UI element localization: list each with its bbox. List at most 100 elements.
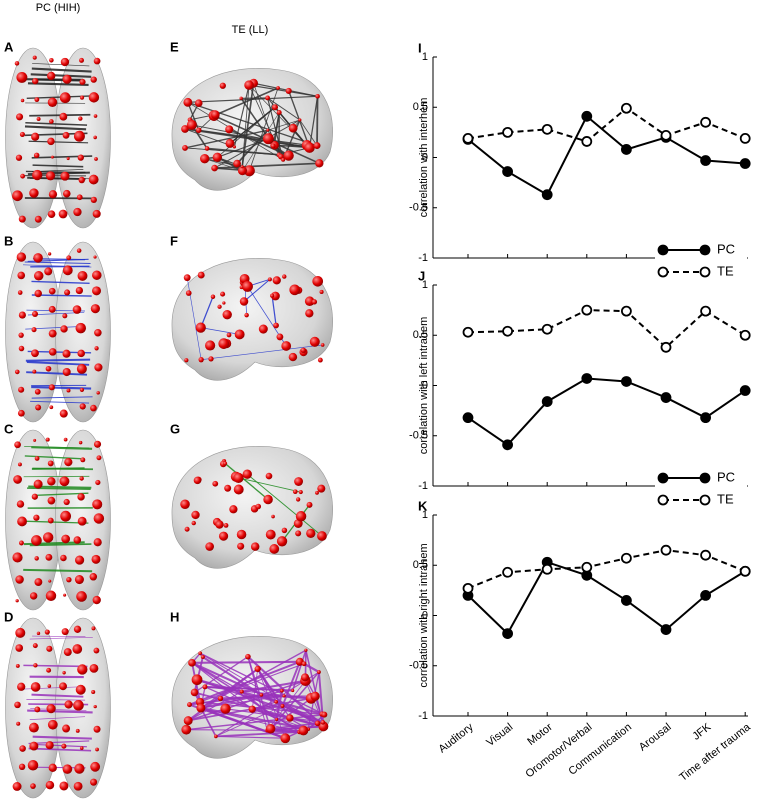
node xyxy=(320,720,326,725)
node xyxy=(13,475,22,484)
node xyxy=(223,523,229,528)
node xyxy=(195,322,206,333)
node xyxy=(73,781,83,791)
connection xyxy=(187,691,243,722)
node xyxy=(281,527,288,534)
node xyxy=(263,494,273,505)
node xyxy=(93,704,97,709)
node xyxy=(239,297,249,306)
y-tick-label: -1 xyxy=(418,710,428,722)
node xyxy=(285,87,292,94)
chart-letter: J xyxy=(418,268,425,283)
connection xyxy=(247,656,268,731)
node xyxy=(280,704,285,708)
connection xyxy=(26,371,88,376)
connection xyxy=(252,708,309,730)
node xyxy=(212,152,223,162)
point xyxy=(621,552,632,564)
node xyxy=(304,296,315,307)
node xyxy=(291,688,295,693)
node xyxy=(89,573,98,581)
node xyxy=(63,593,67,597)
node xyxy=(18,386,25,393)
node xyxy=(47,517,54,524)
connection xyxy=(31,693,84,698)
node xyxy=(92,595,101,605)
node xyxy=(245,653,251,660)
legend-marker xyxy=(699,244,711,256)
node xyxy=(292,489,298,495)
node xyxy=(90,404,97,412)
node xyxy=(45,437,50,442)
connection xyxy=(23,264,92,268)
node xyxy=(281,157,286,162)
node xyxy=(274,700,279,704)
point xyxy=(660,341,672,353)
node xyxy=(258,324,268,334)
point xyxy=(462,326,474,338)
point xyxy=(462,412,474,424)
node xyxy=(215,520,224,529)
point xyxy=(502,628,514,639)
node xyxy=(79,95,85,100)
node xyxy=(79,403,86,410)
node xyxy=(45,590,57,601)
node xyxy=(233,159,241,168)
node xyxy=(272,276,281,285)
connection xyxy=(261,680,306,696)
node xyxy=(79,387,85,393)
connection xyxy=(24,125,87,131)
brain-side xyxy=(171,258,333,381)
node xyxy=(218,531,229,541)
node xyxy=(222,301,226,305)
connection xyxy=(30,73,92,78)
node xyxy=(58,209,68,219)
point xyxy=(581,304,593,316)
node xyxy=(197,271,205,279)
node xyxy=(306,501,313,508)
node xyxy=(93,135,97,140)
node xyxy=(36,631,41,636)
connection xyxy=(215,735,286,739)
node xyxy=(222,309,232,320)
node xyxy=(31,535,42,546)
node xyxy=(62,313,68,319)
node xyxy=(75,728,80,733)
node xyxy=(49,57,54,63)
node xyxy=(33,514,40,521)
point xyxy=(621,376,632,387)
node xyxy=(66,577,72,583)
node xyxy=(60,510,72,522)
node xyxy=(243,165,255,177)
node xyxy=(279,688,284,693)
connection xyxy=(241,690,278,721)
node xyxy=(250,542,260,551)
legend-label: TE xyxy=(717,263,734,278)
node xyxy=(64,700,73,709)
node xyxy=(49,405,54,410)
point xyxy=(541,323,553,335)
connection xyxy=(243,278,271,302)
point xyxy=(621,595,632,606)
node xyxy=(242,469,252,479)
connection xyxy=(25,358,91,362)
y-tick-label: -1 xyxy=(418,480,428,492)
legend-marker xyxy=(699,494,711,506)
node xyxy=(269,544,280,554)
connection xyxy=(308,96,319,148)
node xyxy=(92,499,103,510)
node xyxy=(29,592,38,600)
node xyxy=(64,458,73,467)
point xyxy=(700,155,711,166)
node xyxy=(34,97,40,103)
connection xyxy=(246,473,323,537)
node xyxy=(234,329,245,340)
node xyxy=(14,441,21,449)
node xyxy=(76,194,83,201)
connection xyxy=(200,296,214,328)
node xyxy=(77,154,84,161)
node xyxy=(298,118,302,122)
node xyxy=(33,271,44,281)
node xyxy=(50,155,54,159)
node xyxy=(236,529,247,540)
